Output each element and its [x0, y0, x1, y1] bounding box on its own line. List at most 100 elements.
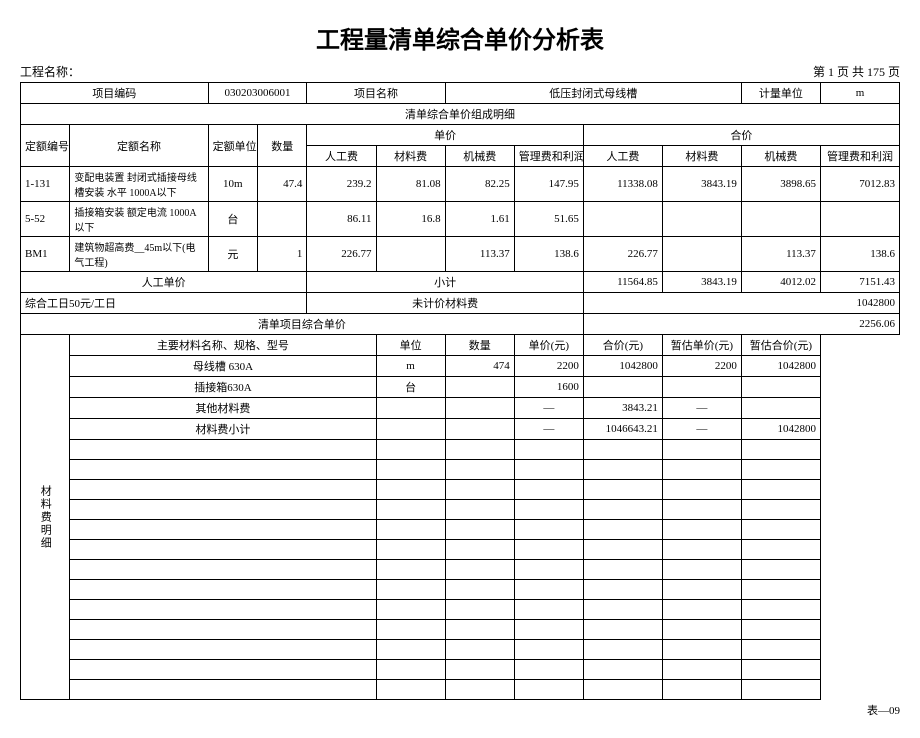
- subtotal-label: 小计: [307, 272, 584, 293]
- quota-row: BM1 建筑物超高费__45m以下(电气工程) 元 1 226.77 113.3…: [21, 237, 900, 272]
- cell: [376, 237, 445, 272]
- cell: 元: [208, 237, 257, 272]
- tp-labor-header: 人工费: [583, 146, 662, 167]
- cell: 台: [208, 202, 257, 237]
- empty-row: [21, 540, 900, 560]
- cell: 1042800: [741, 356, 820, 377]
- unit-label: 计量单位: [741, 83, 820, 104]
- project-code-value: 030203006001: [208, 83, 307, 104]
- up-material-header: 材料费: [376, 146, 445, 167]
- other-material-row: 其他材料费 — 3843.21 —: [21, 398, 900, 419]
- cell: [741, 202, 820, 237]
- cell: 147.95: [514, 167, 583, 202]
- empty-row: [21, 640, 900, 660]
- up-machine-header: 机械费: [445, 146, 514, 167]
- mat-est-total-header: 暂估合价(元): [741, 335, 820, 356]
- mat-price-header: 单价(元): [514, 335, 583, 356]
- empty-row: [21, 520, 900, 540]
- cell: 1042800: [741, 419, 820, 440]
- cell: 3843.21: [583, 398, 662, 419]
- cell: 材料费小计: [70, 419, 376, 440]
- material-side-label: 材料费明细: [21, 335, 70, 700]
- empty-row: [21, 500, 900, 520]
- cell: 台: [376, 377, 445, 398]
- cell: [376, 398, 445, 419]
- form-number: 表—09: [20, 702, 900, 718]
- cell: [445, 419, 514, 440]
- cell: 81.08: [376, 167, 445, 202]
- project-name-header: 项目名称: [307, 83, 445, 104]
- cell: 1.61: [445, 202, 514, 237]
- cell: 母线槽 630A: [70, 356, 376, 377]
- cell: [741, 377, 820, 398]
- mat-unit-header: 单位: [376, 335, 445, 356]
- quota-row: 1-131 变配电装置 封闭式插接母线槽安装 水平 1000A以下 10m 47…: [21, 167, 900, 202]
- list-price-label: 清单项目综合单价: [21, 314, 584, 335]
- cell: —: [662, 398, 741, 419]
- cell: 3843.19: [662, 167, 741, 202]
- cell: 113.37: [741, 237, 820, 272]
- page-title: 工程量清单综合单价分析表: [20, 20, 900, 55]
- daily-wage: 综合工日50元/工日: [21, 293, 307, 314]
- cell: 插接箱安装 额定电流 1000A以下: [70, 202, 208, 237]
- cell: [662, 202, 741, 237]
- cell: —: [514, 419, 583, 440]
- cell: 86.11: [307, 202, 376, 237]
- cell: [258, 202, 307, 237]
- cell: 2200: [662, 356, 741, 377]
- cell: 51.65: [514, 202, 583, 237]
- tp-overhead-header: 管理费和利润: [820, 146, 899, 167]
- cell: [820, 202, 899, 237]
- cell: 1600: [514, 377, 583, 398]
- mat-total-header: 合价(元): [583, 335, 662, 356]
- cell: 113.37: [445, 237, 514, 272]
- cell: 1046643.21: [583, 419, 662, 440]
- cell: 474: [445, 356, 514, 377]
- cell: 47.4: [258, 167, 307, 202]
- quota-row: 5-52 插接箱安装 额定电流 1000A以下 台 86.11 16.8 1.6…: [21, 202, 900, 237]
- unpriced-value: 1042800: [583, 293, 899, 314]
- cell: 建筑物超高费__45m以下(电气工程): [70, 237, 208, 272]
- cell: 138.6: [820, 237, 899, 272]
- cell: 11338.08: [583, 167, 662, 202]
- up-overhead-header: 管理费和利润: [514, 146, 583, 167]
- cell: 1-131: [21, 167, 70, 202]
- tp-machine-header: 机械费: [741, 146, 820, 167]
- mat-qty-header: 数量: [445, 335, 514, 356]
- quantity-header: 数量: [258, 125, 307, 167]
- quota-code-header: 定额编号: [21, 125, 70, 167]
- empty-row: [21, 580, 900, 600]
- cell: 其他材料费: [70, 398, 376, 419]
- cell: 16.8: [376, 202, 445, 237]
- empty-row: [21, 480, 900, 500]
- cell: BM1: [21, 237, 70, 272]
- project-name-label: 工程名称：: [20, 63, 80, 80]
- tp-material-header: 材料费: [662, 146, 741, 167]
- cell: [445, 398, 514, 419]
- unit-price-group: 单价: [307, 125, 584, 146]
- detail-title: 清单综合单价组成明细: [21, 104, 900, 125]
- cell: 2200: [514, 356, 583, 377]
- cell: [583, 377, 662, 398]
- cell: 10m: [208, 167, 257, 202]
- cell: [662, 377, 741, 398]
- cell: 1042800: [583, 356, 662, 377]
- empty-row: [21, 680, 900, 700]
- cell: 3898.65: [741, 167, 820, 202]
- project-name-value: 低压封闭式母线槽: [445, 83, 741, 104]
- subtotal-overhead: 7151.43: [820, 272, 899, 293]
- material-row: 母线槽 630A m 474 2200 1042800 2200 1042800: [21, 356, 900, 377]
- cell: [662, 237, 741, 272]
- unit-value: m: [820, 83, 899, 104]
- cell: 226.77: [307, 237, 376, 272]
- material-row: 插接箱630A 台 1600: [21, 377, 900, 398]
- cell: [445, 377, 514, 398]
- cell: 226.77: [583, 237, 662, 272]
- cell: 1: [258, 237, 307, 272]
- cell: [376, 419, 445, 440]
- empty-row: [21, 660, 900, 680]
- subtotal-machine: 4012.02: [741, 272, 820, 293]
- cell: [741, 398, 820, 419]
- cell: 变配电装置 封闭式插接母线槽安装 水平 1000A以下: [70, 167, 208, 202]
- project-code-label: 项目编码: [21, 83, 209, 104]
